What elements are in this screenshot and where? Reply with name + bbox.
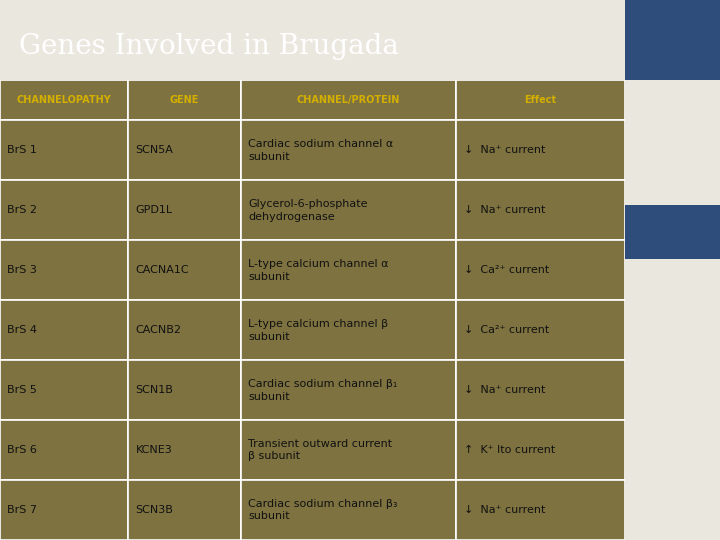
Bar [456, 80, 625, 120]
Bar [128, 420, 240, 480]
Text: Cardiac sodium channel α
subunit: Cardiac sodium channel α subunit [248, 139, 393, 162]
Text: GPD1L: GPD1L [135, 205, 173, 215]
Bar [0, 480, 128, 540]
Text: L-type calcium channel α
subunit: L-type calcium channel α subunit [248, 259, 389, 282]
Bar [456, 180, 625, 240]
Text: BrS 4: BrS 4 [7, 325, 37, 335]
Text: ↓  Na⁺ current: ↓ Na⁺ current [464, 385, 545, 395]
Text: BrS 1: BrS 1 [7, 145, 37, 156]
Bar [0, 300, 128, 360]
Text: ↓  Na⁺ current: ↓ Na⁺ current [464, 205, 545, 215]
Text: GENE: GENE [170, 95, 199, 105]
Bar [240, 480, 456, 540]
Bar [456, 420, 625, 480]
Text: ↓  Na⁺ current: ↓ Na⁺ current [464, 505, 545, 515]
Text: L-type calcium channel β
subunit: L-type calcium channel β subunit [248, 319, 388, 342]
Text: SCN1B: SCN1B [135, 385, 174, 395]
Bar [240, 360, 456, 420]
Bar [456, 480, 625, 540]
Text: BrS 7: BrS 7 [7, 505, 37, 515]
Text: CACNB2: CACNB2 [135, 325, 181, 335]
Text: CHANNEL/PROTEIN: CHANNEL/PROTEIN [297, 95, 400, 105]
Bar [0, 120, 128, 180]
Text: BrS 3: BrS 3 [7, 265, 37, 275]
Text: Cardiac sodium channel β₁
subunit: Cardiac sodium channel β₁ subunit [248, 379, 397, 402]
Bar [128, 180, 240, 240]
Bar [625, 205, 720, 259]
Bar [625, 0, 720, 80]
Bar [128, 480, 240, 540]
Bar [128, 240, 240, 300]
Text: BrS 2: BrS 2 [7, 205, 37, 215]
Bar [240, 240, 456, 300]
Bar [456, 300, 625, 360]
Text: SCN3B: SCN3B [135, 505, 174, 515]
Bar [128, 120, 240, 180]
Bar [240, 420, 456, 480]
Bar [128, 80, 240, 120]
Text: ↑  K⁺ Ito current: ↑ K⁺ Ito current [464, 445, 555, 455]
Bar [128, 360, 240, 420]
Bar [0, 180, 128, 240]
Text: CACNA1C: CACNA1C [135, 265, 189, 275]
Text: ↓  Ca²⁺ current: ↓ Ca²⁺ current [464, 325, 549, 335]
Bar [456, 360, 625, 420]
Bar [456, 120, 625, 180]
Text: ↓  Na⁺ current: ↓ Na⁺ current [464, 145, 545, 156]
Text: BrS 6: BrS 6 [7, 445, 37, 455]
Text: CHANNELOPATHY: CHANNELOPATHY [17, 95, 112, 105]
Text: BrS 5: BrS 5 [7, 385, 37, 395]
Text: Effect: Effect [525, 95, 557, 105]
Bar [128, 300, 240, 360]
Text: Cardiac sodium channel β₃
subunit: Cardiac sodium channel β₃ subunit [248, 498, 397, 522]
Text: ↓  Ca²⁺ current: ↓ Ca²⁺ current [464, 265, 549, 275]
Text: Genes Involved in Brugada: Genes Involved in Brugada [19, 33, 399, 60]
Bar [0, 360, 128, 420]
Bar [240, 300, 456, 360]
Text: Transient outward current
β subunit: Transient outward current β subunit [248, 438, 392, 462]
Bar [240, 80, 456, 120]
Bar [240, 120, 456, 180]
Bar [0, 80, 128, 120]
Bar [0, 240, 128, 300]
Text: SCN5A: SCN5A [135, 145, 174, 156]
Text: KCNE3: KCNE3 [135, 445, 172, 455]
Bar [0, 420, 128, 480]
Text: Glycerol-6-phosphate
dehydrogenase: Glycerol-6-phosphate dehydrogenase [248, 199, 368, 222]
Bar [240, 180, 456, 240]
Bar [456, 240, 625, 300]
